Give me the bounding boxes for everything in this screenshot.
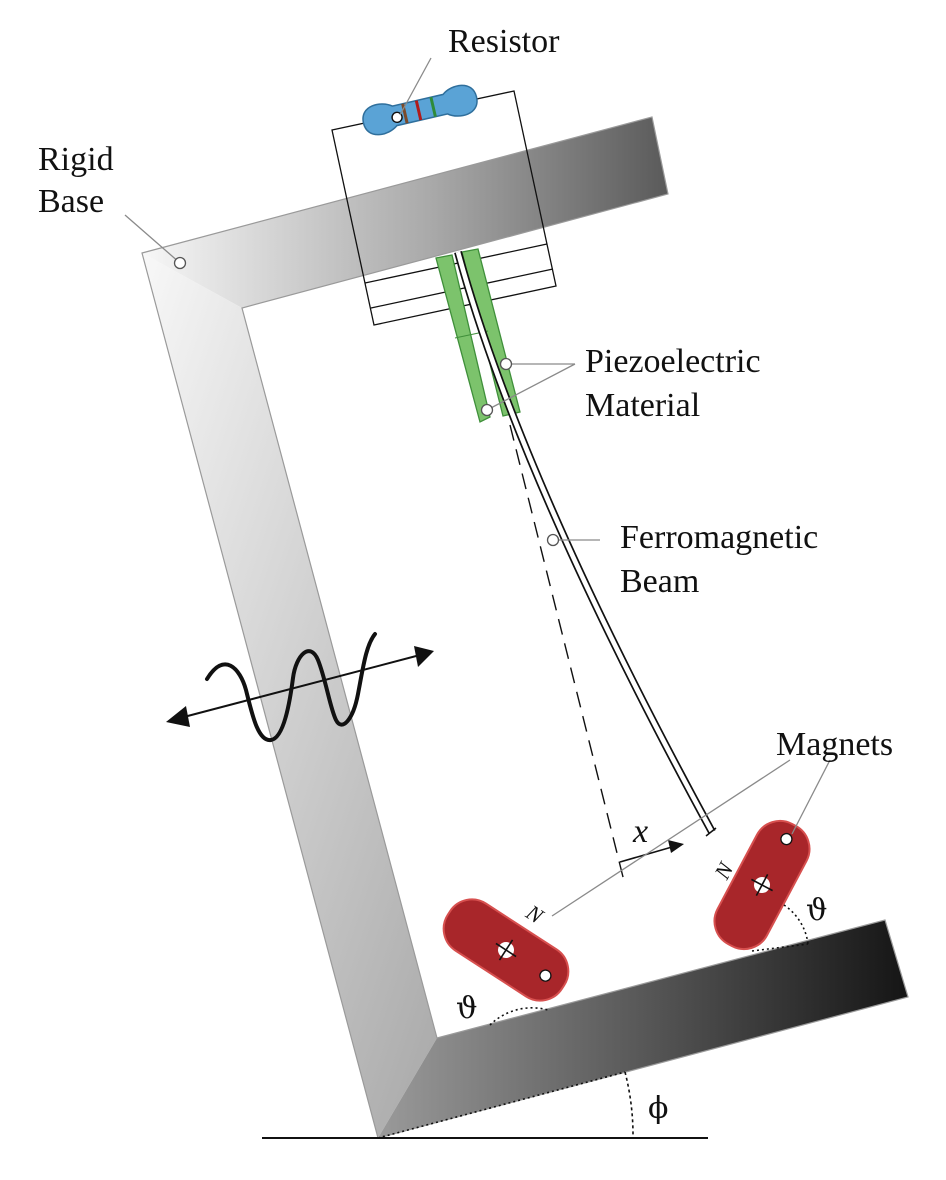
- resistor-band-3: [429, 96, 437, 118]
- rigid-base-label-line1: Rigid: [38, 141, 114, 178]
- rigid-base-pointer-dot: [173, 256, 187, 270]
- resistor-label: Resistor: [448, 23, 560, 60]
- tilt-angle-arc: [624, 1071, 634, 1139]
- piezo-label-line2: Material: [585, 387, 700, 424]
- vibration-indicator: [166, 632, 434, 742]
- vibration-arrow-right: [414, 646, 434, 667]
- undeflected-beam-line: [509, 424, 626, 886]
- resistor-band-2: [414, 100, 423, 121]
- rigid-base-outline: [141, 116, 909, 1139]
- vibration-arrow-left: [166, 706, 190, 727]
- tilt-angle-label: ϕ: [648, 1091, 668, 1126]
- magnet-right-angle-label: ϑ: [806, 893, 827, 928]
- magnet-right: [713, 819, 811, 951]
- beam-pointer-dot: [546, 533, 560, 547]
- leader-lines: [124, 57, 831, 917]
- displacement-label: x: [632, 813, 648, 850]
- rigid-base-top-arm: [142, 117, 668, 308]
- magnet-left: [442, 898, 570, 1002]
- magnets-label: Magnets: [776, 726, 893, 763]
- piezo-pointer-dot-1: [499, 357, 513, 371]
- piezoelectric-material: [435, 248, 521, 423]
- beam-label-line2: Beam: [620, 563, 699, 600]
- magnet-right-pointer-dot: [780, 832, 793, 846]
- magnet-right-angle-arc: [783, 904, 809, 945]
- resistor: [362, 84, 478, 136]
- magnet-left-pole-label: N: [521, 899, 549, 929]
- rigid-base-label-line2: Base: [38, 183, 104, 220]
- pointer-dots: [173, 256, 560, 547]
- resistor-pointer-dot: [391, 111, 403, 124]
- magnet-left-pointer-dot: [539, 969, 552, 982]
- piezo-layer-left: [435, 254, 491, 423]
- rigid-base-bottom-arm: [378, 920, 908, 1138]
- piezo-pointer-dot-2: [480, 403, 494, 417]
- piezo-label-line1: Piezoelectric: [585, 343, 761, 380]
- magnet-left-angle-label: ϑ: [456, 991, 477, 1026]
- beam-label-line1: Ferromagnetic: [620, 519, 818, 556]
- magnet-left-angle-arc: [489, 1007, 549, 1026]
- vibration-wave: [205, 632, 377, 742]
